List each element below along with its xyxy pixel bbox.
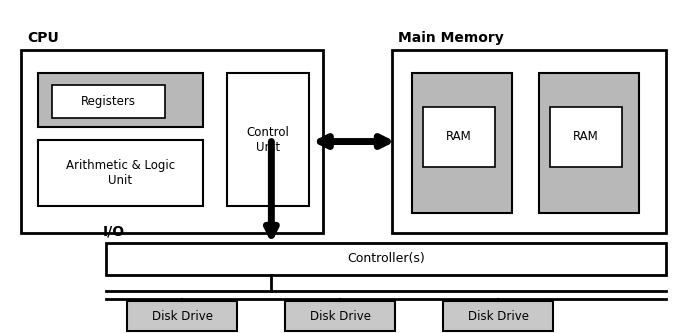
Bar: [127, 301, 237, 331]
Text: CPU: CPU: [27, 31, 59, 45]
Text: I/O: I/O: [103, 224, 125, 238]
Bar: [227, 73, 309, 206]
Bar: [392, 50, 666, 233]
Text: Arithmetic & Logic
Unit: Arithmetic & Logic Unit: [66, 159, 174, 187]
Text: Disk Drive: Disk Drive: [310, 310, 370, 323]
Bar: [38, 73, 203, 127]
Bar: [285, 301, 395, 331]
Text: Disk Drive: Disk Drive: [152, 310, 212, 323]
Bar: [38, 140, 203, 206]
Text: Disk Drive: Disk Drive: [468, 310, 528, 323]
Bar: [412, 73, 512, 213]
Text: Registers: Registers: [80, 95, 136, 108]
Bar: [539, 73, 639, 213]
Text: Control
Unit: Control Unit: [247, 126, 289, 154]
Text: Controller(s): Controller(s): [348, 252, 425, 265]
Text: RAM: RAM: [573, 130, 598, 143]
Bar: [52, 85, 165, 118]
Text: RAM: RAM: [446, 130, 471, 143]
Bar: [106, 243, 666, 275]
Bar: [443, 301, 553, 331]
Bar: [423, 107, 495, 166]
Text: Main Memory: Main Memory: [398, 31, 504, 45]
Bar: [21, 50, 323, 233]
Bar: [550, 107, 622, 166]
